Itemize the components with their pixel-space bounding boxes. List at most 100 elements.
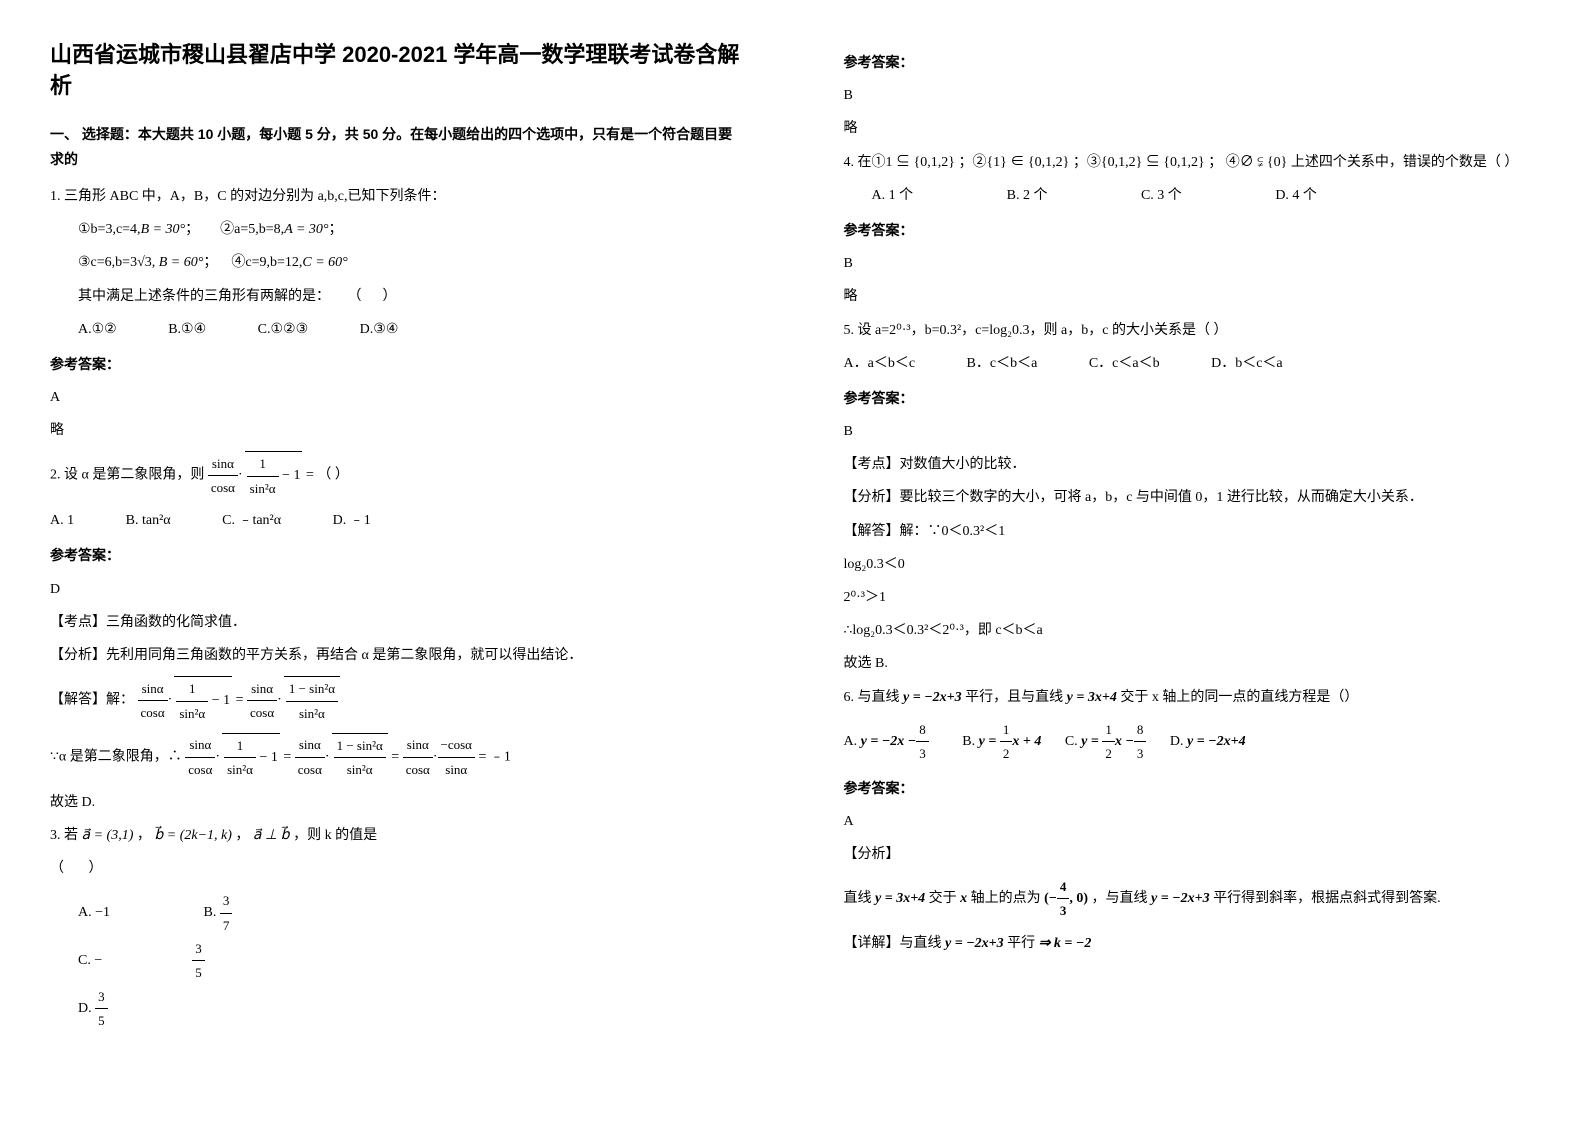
section-1-heading: 一、 选择题：本大题共 10 小题，每小题 5 分，共 50 分。在每小题给出的… xyxy=(50,122,744,172)
q3-answer: B xyxy=(844,83,1538,108)
q4-a: 4. 在① xyxy=(844,155,886,170)
q5-fx: 【分析】要比较三个数字的大小，可将 a，b，c 与中间值 0，1 进行比较，从而… xyxy=(844,485,1538,510)
q6-d-pt-num: 4 xyxy=(1057,875,1070,899)
q5-sol3: 2⁰·³＞1 xyxy=(844,585,1538,610)
q2-sol-line2: ∵α 是第二象限角，∴ sinαcosα·1sin²α − 1 = sinαco… xyxy=(50,733,744,782)
q3-g: ，则 k 的值是 xyxy=(293,828,377,843)
q6-optC-den2: 3 xyxy=(1134,742,1147,765)
q6-optB-den: 2 xyxy=(1000,742,1013,765)
q2-end: 故选 D. xyxy=(50,790,744,815)
q6-d-pt-post: , 0) xyxy=(1069,891,1088,906)
q2-sqrt1: 1sin²α − 1 xyxy=(245,451,303,500)
q1-cond4-b: C = 60° xyxy=(302,255,347,270)
q4-s2: {1} ∈ {0,1,2} xyxy=(986,155,1069,170)
q6-optC: C. y = 12x −83 xyxy=(1065,734,1147,749)
q6-optB-post: x + 4 xyxy=(1012,734,1041,749)
q1-ask-text: 其中满足上述条件的三角形有两解的是： xyxy=(78,289,330,304)
q6-optC-pre: y = xyxy=(1081,734,1102,749)
q6-d-pt-pre: (− xyxy=(1044,891,1057,906)
q2-fenxi: 【分析】先利用同角三角函数的平方关系，再结合 α 是第二象限角，就可以得出结论． xyxy=(50,643,744,668)
q2-optA: A. 1 xyxy=(50,508,74,533)
q3-c: ， xyxy=(137,828,151,843)
q3-optC-den: 5 xyxy=(192,961,205,984)
q5-optC: C．c＜a＜b xyxy=(1089,351,1160,376)
q1-ask: 其中满足上述条件的三角形有两解的是： （ ） xyxy=(78,284,744,309)
q4-answer: B xyxy=(844,251,1538,276)
q3-vec-b: b⃗ = (2k−1, k) xyxy=(154,828,232,843)
q6-answer: A xyxy=(844,809,1538,834)
q1-answer: A xyxy=(50,385,744,410)
q6-fx-label: 【分析】 xyxy=(844,842,1538,867)
q2-sol-frac2: sinαcosα xyxy=(247,677,277,725)
q6-optD: D. y = −2x+4 xyxy=(1170,734,1246,749)
q2-sol-frac1: sinαcosα xyxy=(138,677,168,725)
q6-d-x: x xyxy=(960,891,967,906)
q6-eq2: y = 3x+4 xyxy=(1067,690,1117,705)
q3-optD-den: 5 xyxy=(95,1009,108,1032)
q1-cond3-c: , B = 60° xyxy=(152,255,204,270)
q5-stem: 5. 设 a=2⁰·³，b=0.3²，c=log₂0.3，则 a，b，c 的大小… xyxy=(844,318,1538,343)
left-column: 山西省运城市稷山县翟店中学 2020-2021 学年高一数学理联考试卷含解析 一… xyxy=(0,0,794,1122)
q1-cond1-a: ①b=3,c=4, xyxy=(78,222,141,237)
q3-note: 略 xyxy=(844,116,1538,141)
q6-optA-den: 3 xyxy=(916,742,929,765)
q1-optD: D.③④ xyxy=(360,317,399,342)
q6-optC-den1: 2 xyxy=(1102,742,1115,765)
q6-answer-label: 参考答案： xyxy=(844,776,1538,801)
q5-answer-label: 参考答案： xyxy=(844,386,1538,411)
q4-s1: 1 ⊆ {0,1,2} xyxy=(886,155,955,170)
q2-sol2-sqrt1: 1sin²α − 1 xyxy=(222,733,280,782)
q5-optA: A．a＜b＜c xyxy=(844,351,916,376)
q1-cond2-b: A = 30° xyxy=(284,222,328,237)
q1-options: A.①② B.①④ C.①②③ D.③④ xyxy=(78,317,744,342)
q1-note: 略 xyxy=(50,418,744,443)
q3-optB-den: 7 xyxy=(220,914,233,937)
q3-stem: 3. 若 a⃗ = (3,1) ， b⃗ = (2k−1, k) ， a⃗ ⊥ … xyxy=(50,823,744,848)
q6-det-b: 平行 xyxy=(1007,936,1035,951)
q6-optC-num1: 1 xyxy=(1102,718,1115,742)
q3-optC: C. −35 xyxy=(78,937,385,985)
q3-a: 3. 若 xyxy=(50,828,78,843)
q3-optD-num: 3 xyxy=(95,985,108,1009)
q4-answer-label: 参考答案： xyxy=(844,218,1538,243)
q4-s4: ∅ ⫋ {0} xyxy=(1240,155,1288,170)
q4-optC: C. 3 个 xyxy=(1141,183,1182,208)
q6-d-eq1: y = 3x+4 xyxy=(875,891,925,906)
exam-title: 山西省运城市稷山县翟店中学 2020-2021 学年高一数学理联考试卷含解析 xyxy=(50,40,744,102)
q6-d-pt-den: 3 xyxy=(1057,899,1070,922)
q5-optB: B．c＜b＜a xyxy=(967,351,1038,376)
q6-detail1: 直线 y = 3x+4 交于 x 轴上的点为 (−43, 0) ，与直线 y =… xyxy=(844,875,1538,923)
q6-b: 平行，且与直线 xyxy=(965,690,1063,705)
q6-a: 6. 与直线 xyxy=(844,690,900,705)
q6-det-eq: y = −2x+3 xyxy=(945,936,1004,951)
q5-sol5: 故选 B. xyxy=(844,651,1538,676)
q5-answer: B xyxy=(844,419,1538,444)
q3-optD: D. 35 xyxy=(78,985,288,1033)
q6-options: A. y = −2x −83 B. y = 12x + 4 C. y = 12x… xyxy=(844,718,1538,766)
q4-d: ； ④ xyxy=(1208,155,1240,170)
q5-sol4: ∴log₂0.3＜0.3²＜2⁰·³，即 c＜b＜a xyxy=(844,618,1538,643)
q3-blank: （ ） xyxy=(50,856,744,881)
q6-optB-num: 1 xyxy=(1000,718,1013,742)
q3-optB: B. 37 xyxy=(204,889,413,937)
q2-stem: 2. 设 α 是第二象限角，则 sinαcosα·1sin²α − 1 = （ … xyxy=(50,451,744,500)
q6-d-c: 轴上的点为 xyxy=(971,891,1041,906)
q2-options: A. 1 B. tan²α C. ﹣tan²α D. ﹣1 xyxy=(50,508,744,533)
q2-sol-line2a: ∵α 是第二象限角，∴ xyxy=(50,750,182,765)
q6-optA-pre: y = −2x − xyxy=(861,734,917,749)
q2-sol-line1: 【解答】解： sinαcosα·1sin²α − 1 = sinαcosα·1 … xyxy=(50,676,744,725)
q2-sol2-frac3: sinαcosα xyxy=(403,733,433,781)
q3-perp: a⃗ ⊥ b⃗ xyxy=(253,828,290,843)
q5-kp: 【考点】对数值大小的比较． xyxy=(844,452,1538,477)
q6-optA-num: 8 xyxy=(916,718,929,742)
q3-e: ， xyxy=(235,828,249,843)
q6-optC-mid: x − xyxy=(1115,734,1134,749)
q2-sol2-frac1: sinαcosα xyxy=(185,733,215,781)
q4-s3: {0,1,2} ⊆ {0,1,2} xyxy=(1101,155,1205,170)
q5-options: A．a＜b＜c B．c＜b＜a C．c＜a＜b D．b＜c＜a xyxy=(844,351,1538,376)
q1-cond1-b: B = 30° xyxy=(141,222,186,237)
q1-optA: A.①② xyxy=(78,317,117,342)
q6-d-b: 交于 xyxy=(929,891,957,906)
q3-answer-label: 参考答案： xyxy=(844,50,1538,75)
q6-optB: B. y = 12x + 4 xyxy=(962,734,1041,749)
